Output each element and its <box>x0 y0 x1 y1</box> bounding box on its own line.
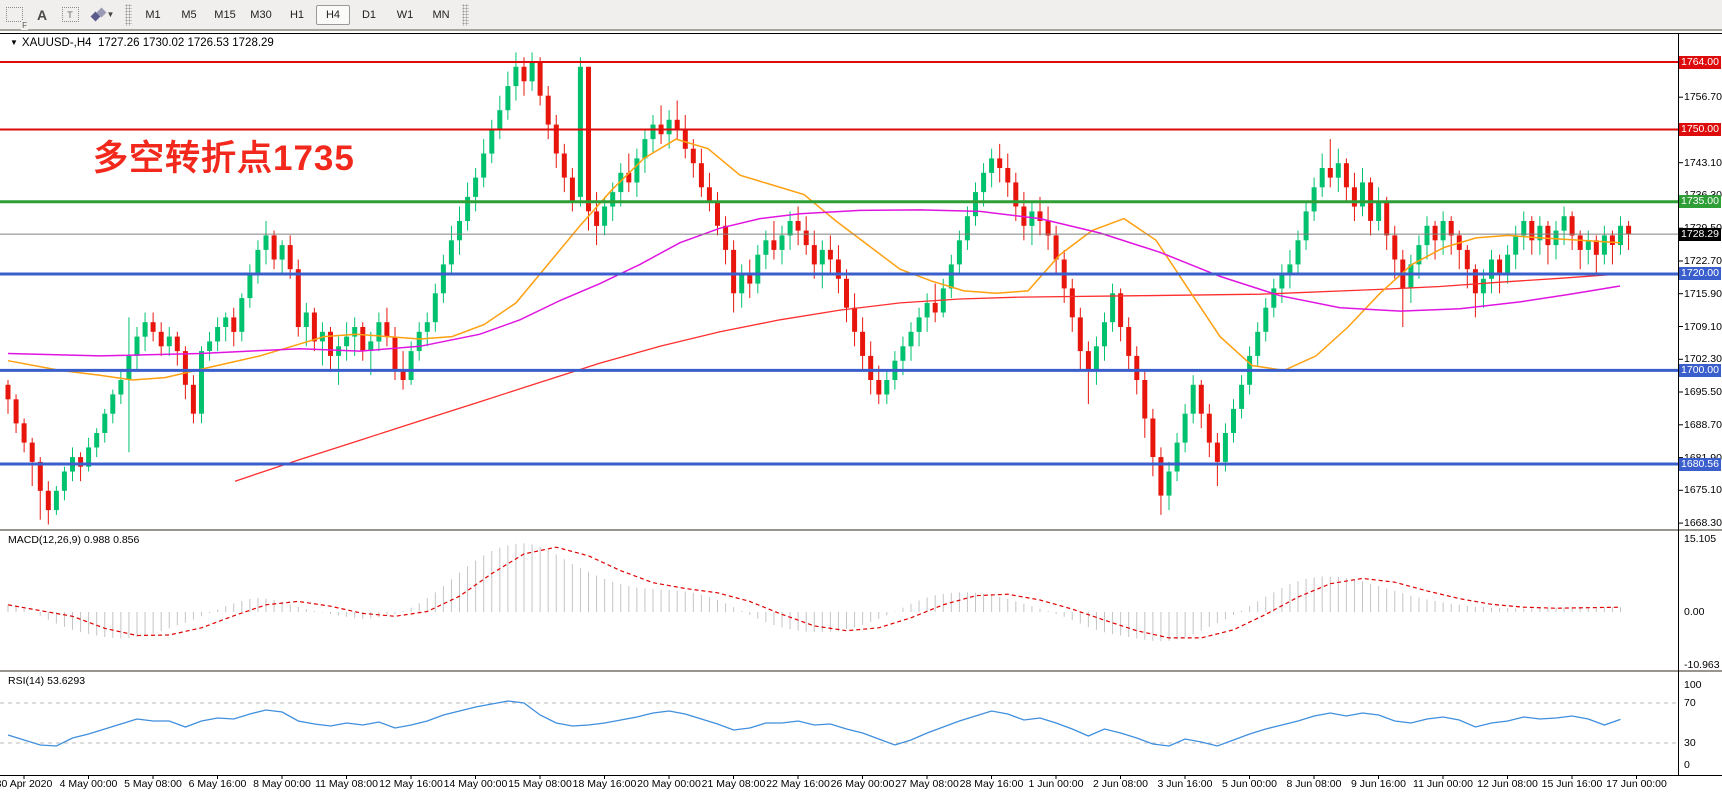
price-level-badge-1735.00: 1735.00 <box>1679 195 1721 208</box>
time-axis-label[interactable]: 12 Jun 08:00 <box>1477 778 1538 790</box>
price-tick-label: 1688.70 <box>1684 419 1722 431</box>
symbol-dropdown-icon[interactable]: ▼ <box>10 38 18 47</box>
time-axis-label[interactable]: 11 Jun 00:00 <box>1413 778 1473 790</box>
timeframe-button-D1[interactable]: D1 <box>361 8 377 21</box>
time-axis-label[interactable]: 11 May 08:00 <box>315 778 378 790</box>
text-box-icon[interactable]: T <box>58 4 82 26</box>
chart-title: ▼ XAUUSD-,H4 1727.26 1730.02 1726.53 1728… <box>10 37 274 49</box>
macd-scale-zero: 0.00 <box>1684 606 1705 618</box>
price-tick-label: 1715.90 <box>1684 288 1722 300</box>
time-axis-label[interactable]: 30 Apr 2020 <box>0 778 53 790</box>
timeframe-button-H1[interactable]: H1 <box>289 8 305 21</box>
time-axis-label[interactable]: 26 May 00:00 <box>830 778 895 790</box>
time-axis-label[interactable]: 9 Jun 16:00 <box>1351 778 1406 790</box>
price-tick-label: 1702.30 <box>1684 353 1722 365</box>
time-axis-label[interactable]: 27 May 08:00 <box>895 778 959 790</box>
price-level-badge-1720.00: 1720.00 <box>1679 267 1721 280</box>
timeframe-button-H4[interactable]: H4 <box>316 4 350 25</box>
time-axis-label[interactable]: 8 May 00:00 <box>253 778 311 790</box>
timeframe-button-M5[interactable]: M5 <box>181 8 197 21</box>
time-axis-label[interactable]: 12 May 16:00 <box>379 778 443 790</box>
price-tick-label: 1668.30 <box>1684 517 1722 529</box>
time-axis-label[interactable]: 21 May 08:00 <box>701 778 766 790</box>
rsi-scale-label: 30 <box>1684 737 1696 749</box>
symbol-label: XAUUSD-,H4 <box>21 37 92 49</box>
timeframe-group: M1 M5 M15 M30 H1 H4 D1 W1 MN <box>135 4 459 25</box>
macd-indicator-label: MACD(12,26,9) 0.988 0.856 <box>8 534 140 546</box>
time-axis-label[interactable]: 18 May 16:00 <box>572 778 637 790</box>
toolbar-separator <box>125 3 132 26</box>
chart-canvas[interactable] <box>0 33 1722 795</box>
time-axis-label[interactable]: 15 Jun 16:00 <box>1541 778 1603 790</box>
timeframe-button-M30[interactable]: M30 <box>250 8 272 21</box>
time-axis-label[interactable]: 6 May 16:00 <box>188 778 247 790</box>
timeframe-button-W1[interactable]: W1 <box>396 8 414 21</box>
time-axis-label[interactable]: 5 Jun 00:00 <box>1222 778 1277 790</box>
ohlc-values: 1727.26 1730.02 1726.53 1728.29 <box>97 37 274 49</box>
f-glyph: F <box>21 20 28 30</box>
price-level-badge-1700.00: 1700.00 <box>1679 364 1721 377</box>
price-tick-label: 1722.70 <box>1684 255 1722 267</box>
toolbar-separator <box>462 3 469 26</box>
price-level-badge-1750.00: 1750.00 <box>1679 123 1721 136</box>
text-label-icon[interactable]: A <box>36 6 48 23</box>
grid-frame-icon <box>5 7 23 22</box>
time-axis-label[interactable]: 17 Jun 00:00 <box>1606 778 1667 790</box>
time-axis-label[interactable]: 2 Jun 08:00 <box>1093 778 1148 790</box>
price-tick-label: 1675.10 <box>1684 484 1722 496</box>
rsi-scale-label: 0 <box>1684 759 1690 771</box>
current-price-badge: 1728.29 <box>1679 228 1721 241</box>
price-level-badge-1764.00: 1764.00 <box>1679 56 1721 69</box>
new-chart-icon[interactable]: F <box>2 4 28 30</box>
macd-scale-min: -10.963 <box>1684 659 1720 671</box>
time-axis-label[interactable]: 22 May 16:00 <box>766 778 830 790</box>
price-tick-label: 1756.70 <box>1684 91 1722 103</box>
timeframe-button-M15[interactable]: M15 <box>214 8 236 21</box>
time-axis-label[interactable]: 14 May 00:00 <box>443 778 508 790</box>
price-level-badge-1680.56: 1680.56 <box>1679 458 1721 471</box>
time-axis-label[interactable]: 8 Jun 08:00 <box>1286 778 1342 790</box>
price-tick-label: 1695.50 <box>1684 386 1722 398</box>
timeframe-button-M1[interactable]: M1 <box>145 8 161 21</box>
timeframe-button-MN[interactable]: MN <box>432 8 450 21</box>
chevron-down-icon: ▼ <box>106 10 115 19</box>
toolbar: F A T ▼ M1 M5 M15 M30 H1 H4 D1 W1 MN <box>0 0 1722 31</box>
time-axis-label[interactable]: 5 May 08:00 <box>124 778 182 790</box>
time-axis-label[interactable]: 15 May 08:00 <box>508 778 572 790</box>
chart-window: ▼ XAUUSD-,H4 1727.26 1730.02 1726.53 1728… <box>0 33 1722 795</box>
time-axis-label[interactable]: 4 May 00:00 <box>59 778 118 790</box>
price-tick-label: 1743.10 <box>1684 157 1722 169</box>
time-axis-label[interactable]: 28 May 16:00 <box>959 778 1024 790</box>
colors-icon[interactable]: ▼ <box>86 4 120 26</box>
price-annotation: 多空转折点1735 <box>93 139 355 178</box>
time-axis-label[interactable]: 20 May 00:00 <box>637 778 701 790</box>
time-axis-label[interactable]: 1 Jun 00:00 <box>1028 778 1084 790</box>
rsi-indicator-label: RSI(14) 53.6293 <box>8 675 86 687</box>
macd-scale-max: 15.105 <box>1684 533 1717 545</box>
rsi-scale-label: 100 <box>1684 679 1702 691</box>
price-tick-label: 1709.10 <box>1684 321 1722 333</box>
rsi-scale-label: 70 <box>1684 697 1696 709</box>
time-axis-label[interactable]: 3 Jun 16:00 <box>1157 778 1213 790</box>
